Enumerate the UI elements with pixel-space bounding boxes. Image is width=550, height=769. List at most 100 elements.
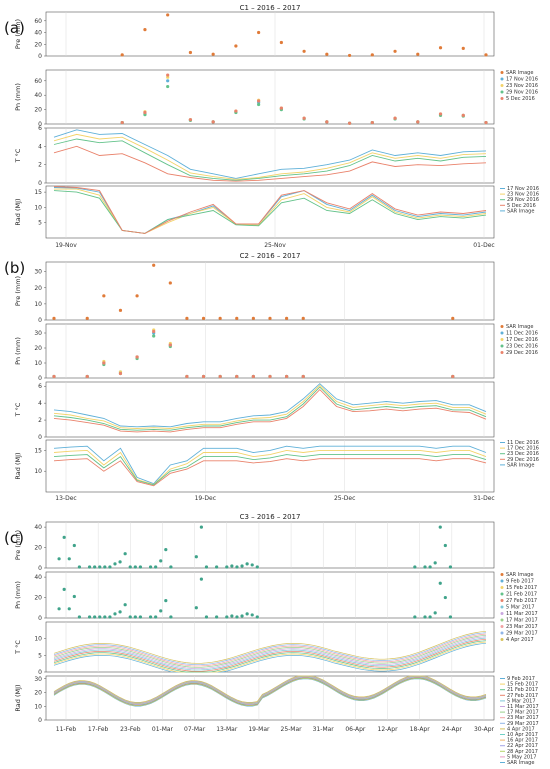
ylabel: Rad (MJ): [14, 452, 22, 479]
ytick-label: 0: [38, 121, 42, 128]
data-point: [218, 316, 222, 320]
ytick-label: 30: [34, 676, 42, 683]
panel-title: C3 – 2016 – 2017: [240, 513, 301, 521]
ytick-label: 0: [38, 317, 42, 324]
data-point: [251, 316, 255, 320]
legend-label: 5 Mar 2017: [506, 605, 535, 611]
legend-label: SAR Image: [506, 324, 533, 330]
ylabel: Pn (mm): [14, 83, 22, 111]
ytick-label: 15: [34, 447, 42, 454]
data-point: [416, 52, 420, 56]
series-line-temp: [53, 641, 487, 673]
legend-label: 10 Apr 2017: [507, 732, 538, 738]
data-point: [123, 552, 127, 556]
xtick-label: 06-Apr: [345, 726, 366, 733]
xtick-label: 13-Dec: [55, 495, 76, 502]
ytick-label: 15: [34, 189, 42, 196]
legend-marker: [500, 84, 504, 87]
data-point: [133, 565, 137, 569]
subplot-3: 0 2 4 6 T °C: [14, 125, 495, 187]
legend-label: SAR Image: [506, 572, 533, 578]
subplot-2: 0 20 40 60 Pn (mm): [14, 69, 495, 128]
data-point: [428, 615, 432, 619]
legend-label: 17 Mar 2017: [507, 710, 539, 716]
ylabel: Pre (mm): [14, 530, 22, 560]
data-point: [52, 316, 56, 320]
data-point: [461, 113, 465, 117]
xtick-label: 13-Mar: [216, 726, 238, 733]
axes-frame: [45, 571, 495, 619]
data-point: [135, 294, 139, 298]
ytick-label: 0: [38, 53, 42, 60]
panel-c: (c) C3 – 2016 – 2017 0 20 40 Pre (mm) 0 20 40 Pn …: [4, 513, 539, 766]
data-point: [85, 316, 89, 320]
data-point: [133, 615, 137, 619]
data-point: [279, 40, 283, 45]
data-point: [240, 614, 244, 618]
xtick-label: 31-Dec: [473, 495, 494, 502]
ytick-label: 30: [34, 330, 42, 337]
legend-label: 11 Mar 2017: [507, 704, 539, 710]
series-line-1: [53, 129, 487, 179]
data-point: [152, 329, 156, 334]
legend-label: 27 Feb 2017: [507, 693, 538, 699]
legend-marker: [500, 573, 504, 576]
ytick-label: 0: [38, 375, 42, 382]
ytick-label: 40: [34, 524, 42, 531]
subplot-1: 0 20 40 60 Pre (mm): [14, 11, 495, 60]
ylabel: Pre (mm): [14, 276, 22, 306]
data-point: [57, 607, 61, 611]
axes-frame: [45, 127, 495, 184]
data-point: [204, 615, 209, 619]
data-point: [62, 535, 66, 539]
data-point: [164, 599, 168, 603]
series-line-temp: [53, 634, 487, 668]
data-point: [451, 374, 455, 379]
ylabel: Rad (MJ): [14, 684, 22, 711]
xtick-label: 19-Dec: [195, 495, 216, 502]
series-line-1: [53, 383, 487, 428]
series-line-temp: [53, 630, 487, 664]
legend-label: 17 Mar 2017: [506, 618, 538, 624]
ytick-label: 40: [34, 92, 42, 99]
data-point: [72, 543, 76, 548]
legend-marker: [500, 618, 504, 622]
legend-label: 29 Mar 2017: [506, 631, 538, 637]
legend-marker: [500, 625, 504, 628]
ytick-label: 20: [34, 345, 42, 352]
series-line-2: [53, 449, 487, 486]
data-point: [347, 121, 352, 125]
legend-label: 9 Feb 2017: [506, 579, 534, 585]
ylabel: T °C: [14, 148, 22, 163]
legend-label: 17 Dec 2016: [506, 337, 538, 343]
ytick-label: 0: [38, 565, 42, 572]
data-point: [245, 612, 249, 616]
ytick-label: 0: [38, 434, 42, 441]
ytick-label: 60: [34, 78, 42, 85]
ytick-label: 10: [34, 703, 42, 710]
ytick-label: 0: [38, 669, 42, 676]
axes-frame: [45, 323, 495, 379]
ytick-label: 2: [38, 162, 42, 169]
data-point: [52, 374, 56, 379]
ylabel: T °C: [14, 640, 22, 655]
legend-label: 17 Nov 2016: [507, 186, 539, 192]
data-point: [393, 116, 397, 120]
ytick-label: 10: [34, 636, 42, 643]
ytick-label: 4: [38, 400, 42, 407]
data-point: [230, 614, 234, 618]
ylabel: T °C: [14, 402, 22, 417]
data-point: [87, 565, 92, 569]
data-point: [188, 50, 193, 55]
legend-label: 23 Nov 2016: [507, 192, 539, 198]
data-point: [67, 607, 71, 611]
ytick-label: 2: [38, 417, 42, 424]
panel-label: (a): [4, 19, 25, 37]
legend-label: 15 Feb 2017: [506, 585, 537, 591]
data-point: [301, 374, 305, 379]
ytick-label: 0: [38, 180, 42, 187]
xtick-label: 01-Dec: [473, 242, 494, 249]
series-line-temp: [53, 637, 487, 671]
data-point: [257, 102, 261, 107]
legend-label: 17 Dec 2016: [507, 446, 539, 452]
